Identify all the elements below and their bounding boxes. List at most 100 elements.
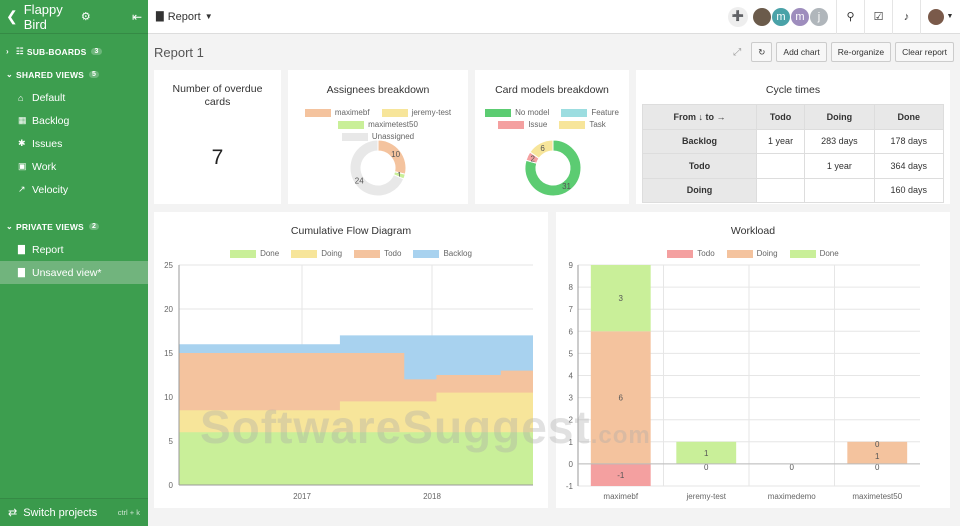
reorganize-button[interactable]: Re-organize [830,42,892,62]
sidebar-item-unsaved-view[interactable]: ▇ Unsaved view* [0,261,148,284]
avatar[interactable] [753,7,771,26]
donut-slice[interactable] [349,139,405,197]
legend-swatch [559,120,586,129]
collapse-sidebar-icon[interactable]: ⇤ [131,9,143,24]
x-category-label: maximebf [603,492,638,501]
bell-icon[interactable]: ♪ [892,0,920,34]
topbar: ▇ Report ▼ ➕ m m j ⚲ ☑ ♪ ▼ [148,0,960,34]
y-tick-label: 9 [569,261,574,270]
clear-report-button[interactable]: Clear report [895,42,954,62]
x-category-label: maximedemo [768,492,817,501]
y-tick-label: 3 [569,394,574,403]
bar-segment-done[interactable] [676,441,737,464]
legend-item[interactable]: Doing [291,249,342,258]
legend-item[interactable]: Done [230,249,279,258]
series-area-done[interactable] [179,432,533,485]
count-badge: 2 [88,223,100,230]
assignees-legend: maximebf jeremy-test maximetest50 Unassigne… [288,108,468,144]
slice-label: 2 [530,154,535,163]
column-header: Doing [804,104,875,130]
bar-value-label: -1 [617,471,625,480]
view-selector[interactable]: ▇ Report ▼ [148,11,213,23]
add-user-icon[interactable]: ➕ [728,6,748,27]
row-header: Doing [642,177,757,203]
overdue-cards-panel: Number of overdue cards 7 [154,70,281,204]
legend-label: Doing [321,249,343,258]
expand-icon[interactable]: ⤢ [733,46,742,58]
sidebar-item-report[interactable]: ▇ Report [0,238,148,261]
legend-item[interactable]: Unassigned [341,132,414,141]
donut-slice[interactable] [529,139,554,160]
add-chart-button[interactable]: Add chart [776,42,827,62]
legend-item[interactable]: maximebf [304,108,370,117]
sitemap-icon: ☷ [16,46,24,56]
chevron-right-icon: › [6,47,9,56]
bar-chart-icon: ▇ [156,11,164,22]
bug-icon: ✱ [18,138,26,148]
section-shared-views[interactable]: ⌄ SHARED VIEWS 5 [0,63,148,86]
legend-item[interactable]: No model [485,108,549,117]
legend-item[interactable]: Task [559,120,606,129]
home-icon: ⌂ [18,92,24,103]
y-tick-label: -1 [566,482,574,491]
sidebar-item-label: Unsaved view* [32,266,102,279]
bar-value-label: 0 [875,440,880,449]
project-name[interactable]: Flappy Bird [23,1,63,32]
legend-swatch [561,108,588,117]
page-title: Report 1 [154,44,204,60]
legend-item[interactable]: Done [789,249,839,258]
legend-item[interactable]: Doing [726,249,778,258]
bar-segment-todo[interactable] [590,463,651,486]
legend-item[interactable]: Todo [354,249,401,258]
x-category-label: jeremy-test [685,492,726,501]
legend-item[interactable]: jeremy-test [381,108,451,117]
gear-icon[interactable]: ⚙ [80,11,91,23]
sidebar-item-velocity[interactable]: ↗ Velocity [0,178,148,201]
switch-projects-button[interactable]: ⇄ Switch projects ctrl + k [0,498,148,526]
sidebar-item-default[interactable]: ⌂ Default [0,86,148,109]
avatar[interactable]: j [810,7,828,26]
back-icon[interactable]: ❮ [6,8,18,24]
avatar[interactable]: m [791,7,809,26]
legend-swatch [381,108,408,117]
table-cell [755,177,806,203]
y-tick-label: 4 [569,372,574,381]
donut-slice[interactable] [524,139,582,197]
user-menu[interactable]: ▼ [920,0,960,34]
y-tick-label: 1 [569,438,574,447]
y-tick-label: 7 [569,305,574,314]
y-tick-label: 8 [569,283,574,292]
table-cell: 1 year [804,153,875,179]
count-badge: 5 [89,71,100,78]
bar-value-label: 0 [704,463,709,472]
legend-item[interactable]: Todo [667,249,715,258]
sidebar-item-work[interactable]: ▣ Work [0,155,148,178]
cfd-chart: 0 5 10 15 20 25 2017 2018 [164,261,533,501]
legend-item[interactable]: Issue [498,120,547,129]
y-tick-label: 0 [569,460,574,469]
area-chart-icon: ↗ [18,184,26,194]
bar-segment-done[interactable] [590,265,651,332]
search-icon[interactable]: ⚲ [836,0,864,34]
workload-legend: Todo Doing Done [556,249,950,261]
legend-item[interactable]: maximetest50 [338,120,418,129]
slice-label: 31 [562,182,571,191]
column-header: Todo [755,104,806,130]
sidebar-item-issues[interactable]: ✱ Issues [0,132,148,155]
cumulative-flow-panel: Cumulative Flow Diagram Done Doing Todo Bac… [154,212,548,508]
assignees-panel: Assignees breakdown maximebf jeremy-test m… [288,70,468,204]
refresh-button[interactable]: ↻ [751,42,773,62]
section-private-views[interactable]: ⌄ PRIVATE VIEWS 2 [0,215,148,238]
legend-item[interactable]: Feature [561,108,619,117]
section-sub-boards[interactable]: › ☷ SUB-BOARDS 3 [0,40,148,63]
bar-segment-doing[interactable] [590,331,651,464]
checkbox-icon[interactable]: ☑ [864,0,892,34]
user-avatar [927,8,944,25]
panel-title: Card models breakdown [495,84,609,96]
avatar[interactable]: m [772,7,790,26]
switch-icon: ⇄ [8,507,18,519]
bar-segment-doing[interactable] [847,441,908,464]
overdue-count: 7 [211,146,224,169]
legend-item[interactable]: Backlog [413,249,472,258]
sidebar-item-backlog[interactable]: ▦ Backlog [0,109,148,132]
